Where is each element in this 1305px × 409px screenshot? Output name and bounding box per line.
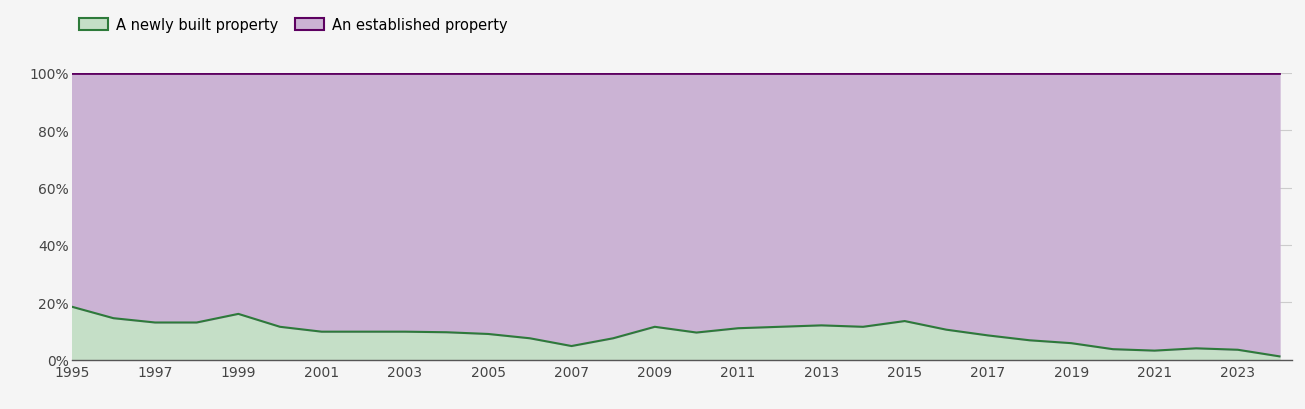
Legend: A newly built property, An established property: A newly built property, An established p… [80, 18, 508, 33]
